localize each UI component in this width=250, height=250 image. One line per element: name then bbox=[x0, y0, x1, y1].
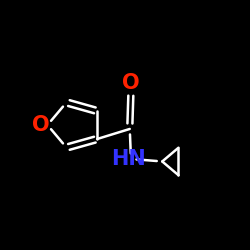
Text: HN: HN bbox=[111, 149, 146, 169]
Text: O: O bbox=[32, 115, 49, 135]
Text: O: O bbox=[122, 73, 140, 93]
